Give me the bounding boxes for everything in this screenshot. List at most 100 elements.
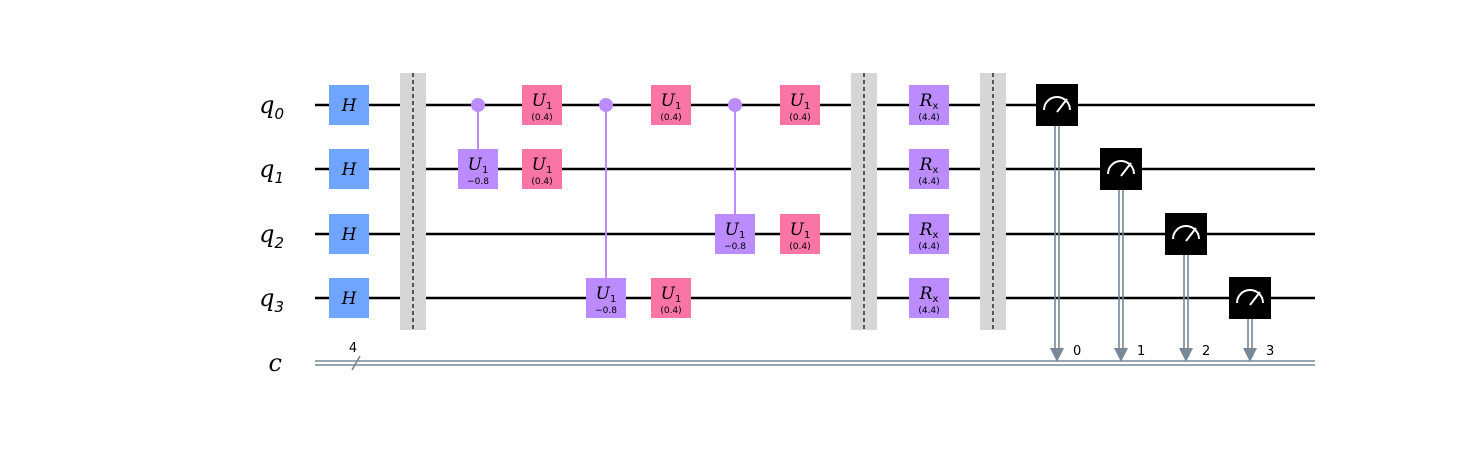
gate-u1-col7-q2-subscript: 1 bbox=[804, 230, 810, 241]
gate-rx-col9-q3: Rx(4.4) bbox=[909, 278, 949, 318]
measure-q1-box bbox=[1100, 148, 1142, 190]
gate-u1-col7-q2-box bbox=[780, 214, 820, 254]
controlled-u1-target-col4-q3: U1−0.8 bbox=[586, 278, 626, 318]
gate-u1-col3-q1-box bbox=[522, 149, 562, 189]
qubit-label-2: q2 bbox=[259, 220, 284, 252]
measure-q3-arrow bbox=[1243, 348, 1257, 362]
controlled-u1-target-col2-q1-subscript: 1 bbox=[482, 165, 488, 176]
gate-u1-col5-q0-subscript: 1 bbox=[675, 101, 681, 112]
gate-u1-col3-q1-subscript: 1 bbox=[546, 165, 552, 176]
controlled-u1-target-col6-q2-box bbox=[715, 214, 755, 254]
measure-q1-bit-index: 1 bbox=[1137, 344, 1145, 359]
gate-u1-col5-q0-box bbox=[651, 85, 691, 125]
gate-u1-col3-q0-box bbox=[522, 85, 562, 125]
measure-q1-arrow bbox=[1114, 348, 1128, 362]
gate-rx-col9-q1-box bbox=[909, 149, 949, 189]
gate-u1-col7-q0-param: (0.4) bbox=[789, 113, 810, 123]
controlled-u1-target-col2-q1-box bbox=[458, 149, 498, 189]
control-dot-col6 bbox=[728, 98, 742, 112]
gate-h-col0-q0-box bbox=[329, 85, 369, 125]
gate-u1-col5-q3-subscript: 1 bbox=[675, 294, 681, 305]
barrier-8 bbox=[851, 73, 877, 330]
gate-rx-col9-q0-box bbox=[909, 85, 949, 125]
controlled-u1-target-col4-q3-box bbox=[586, 278, 626, 318]
qubit-label-index-1: 1 bbox=[274, 169, 284, 187]
gate-h-col0-q1-box bbox=[329, 149, 369, 189]
qubit-label-index-2: 2 bbox=[274, 234, 284, 252]
meter-needle-icon bbox=[1185, 227, 1197, 242]
gate-u1-col5-q0: U1(0.4) bbox=[651, 85, 691, 125]
qubit-label-index-0: 0 bbox=[274, 105, 284, 123]
measure-q0: 0 bbox=[1036, 84, 1081, 362]
gate-rx-col9-q2-subscript: x bbox=[932, 230, 938, 241]
meter-arc-icon bbox=[1172, 225, 1200, 240]
measure-q2-arrow bbox=[1179, 348, 1193, 362]
controlled-u1-target-col6-q2-param: −0.8 bbox=[724, 242, 746, 252]
gate-h-col0-q0-label: H bbox=[341, 96, 358, 116]
measure-q1: 1 bbox=[1100, 148, 1145, 362]
gate-h-col0-q2-label: H bbox=[341, 225, 358, 245]
measure-q0-arrow bbox=[1050, 348, 1064, 362]
classical-size-slash bbox=[351, 355, 361, 371]
gate-rx-col9-q0-subscript: x bbox=[932, 101, 938, 112]
gate-rx-col9-q1-subscript: x bbox=[932, 165, 938, 176]
meter-needle-icon bbox=[1249, 291, 1261, 306]
qubit-label-0: q0 bbox=[259, 91, 284, 123]
controlled-u1-target-col2-q1: U1−0.8 bbox=[458, 149, 498, 189]
controlled-u1-target-col2-q1-param: −0.8 bbox=[467, 177, 489, 187]
measure-q0-box bbox=[1036, 84, 1078, 126]
controlled-u1-target-col6-q2: U1−0.8 bbox=[715, 214, 755, 254]
gate-u1-col3-q0-subscript: 1 bbox=[546, 101, 552, 112]
control-dot-col2 bbox=[471, 98, 485, 112]
gate-u1-col3-q1: U1(0.4) bbox=[522, 149, 562, 189]
labels-layer: q0 q1 q2 q3 c 4 bbox=[259, 91, 357, 377]
measure-q2: 2 bbox=[1165, 213, 1210, 362]
gate-u1-col5-q3-param: (0.4) bbox=[660, 306, 681, 316]
measure-q3-box bbox=[1229, 277, 1271, 319]
qubit-label-index-3: 3 bbox=[274, 298, 284, 316]
barriers-layer bbox=[400, 73, 1006, 330]
controlled-u1-target-col4-q3-subscript: 1 bbox=[610, 294, 616, 305]
gate-h-col0-q2: H bbox=[329, 214, 369, 254]
meter-arc-icon bbox=[1043, 96, 1071, 111]
barrier-10 bbox=[980, 73, 1006, 330]
gate-u1-col7-q0: U1(0.4) bbox=[780, 85, 820, 125]
measure-q3: 3 bbox=[1229, 277, 1274, 362]
gate-u1-col3-q0: U1(0.4) bbox=[522, 85, 562, 125]
controlled-u1-target-col6-q2-subscript: 1 bbox=[739, 230, 745, 241]
measure-q0-bit-index: 0 bbox=[1073, 344, 1081, 359]
barrier-1 bbox=[400, 73, 426, 330]
gate-rx-col9-q3-subscript: x bbox=[932, 294, 938, 305]
gate-rx-col9-q2-param: (4.4) bbox=[918, 242, 939, 252]
gate-rx-col9-q1-param: (4.4) bbox=[918, 177, 939, 187]
gate-rx-col9-q1: Rx(4.4) bbox=[909, 149, 949, 189]
qubit-label-3: q3 bbox=[259, 284, 284, 316]
gate-u1-col5-q0-param: (0.4) bbox=[660, 113, 681, 123]
meter-arc-icon bbox=[1107, 160, 1135, 175]
measure-q3-bit-index: 3 bbox=[1266, 344, 1274, 359]
gate-rx-col9-q2-box bbox=[909, 214, 949, 254]
gate-u1-col5-q3: U1(0.4) bbox=[651, 278, 691, 318]
gate-u1-col3-q1-param: (0.4) bbox=[531, 177, 552, 187]
controlled-u1-col6 bbox=[728, 98, 742, 234]
controlled-u1-target-col4-q3-param: −0.8 bbox=[595, 306, 617, 316]
measure-q2-bit-index: 2 bbox=[1202, 344, 1210, 359]
gate-u1-col7-q2: U1(0.4) bbox=[780, 214, 820, 254]
gate-u1-col5-q3-box bbox=[651, 278, 691, 318]
gate-rx-col9-q2: Rx(4.4) bbox=[909, 214, 949, 254]
classical-register-size: 4 bbox=[349, 341, 357, 356]
gate-u1-col7-q2-param: (0.4) bbox=[789, 242, 810, 252]
gate-h-col0-q2-box bbox=[329, 214, 369, 254]
gate-rx-col9-q3-box bbox=[909, 278, 949, 318]
gate-rx-col9-q0-param: (4.4) bbox=[918, 113, 939, 123]
gate-u1-col7-q0-subscript: 1 bbox=[804, 101, 810, 112]
gate-u1-col7-q0-box bbox=[780, 85, 820, 125]
gate-h-col0-q3-box bbox=[329, 278, 369, 318]
classical-register-label: c bbox=[269, 349, 282, 377]
gate-h-col0-q1: H bbox=[329, 149, 369, 189]
gate-h-col0-q3-label: H bbox=[341, 289, 358, 309]
qubit-label-1: q1 bbox=[259, 155, 284, 187]
gate-h-col0-q3: H bbox=[329, 278, 369, 318]
gate-rx-col9-q3-param: (4.4) bbox=[918, 306, 939, 316]
